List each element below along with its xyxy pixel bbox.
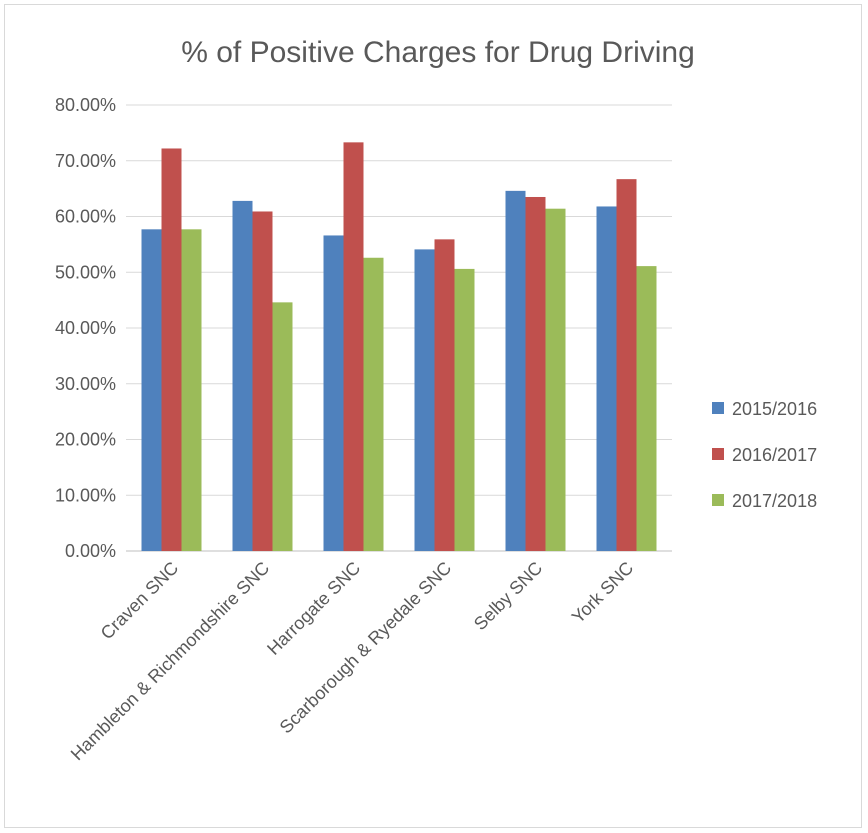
chart-title: % of Positive Charges for Drug Driving	[181, 36, 695, 69]
bar-2017-2018-0	[181, 229, 202, 551]
bar-2015-2016-4	[505, 190, 526, 552]
y-tick-label: 20.00%	[55, 430, 116, 450]
bar-2016-2017-3	[434, 239, 455, 552]
y-tick-label: 80.00%	[55, 95, 116, 115]
x-tick-label: Selby SNC	[470, 558, 546, 634]
bar-2015-2016-3	[414, 249, 435, 551]
y-tick-label: 70.00%	[55, 151, 116, 171]
bar-2016-2017-4	[525, 196, 546, 552]
bar-2016-2017-0	[161, 148, 182, 552]
gridlines	[126, 104, 672, 552]
bar-2016-2017-2	[343, 142, 364, 552]
x-tick-label: York SNC	[568, 558, 638, 628]
legend-label: 2017/2018	[732, 491, 817, 511]
bar-2017-2018-1	[272, 302, 293, 551]
legend-swatch	[712, 448, 724, 460]
y-tick-label: 10.00%	[55, 485, 116, 505]
y-axis: 0.00% 10.00% 20.00% 30.00% 40.00% 50.00% 60.00…	[55, 95, 116, 561]
legend: 2015/2016 2016/2017 2017/2018	[712, 399, 817, 511]
legend-swatch	[712, 494, 724, 506]
legend-swatch	[712, 402, 724, 414]
bar-2015-2016-5	[596, 206, 617, 551]
bar-2017-2018-3	[454, 268, 475, 551]
bar-2016-2017-5	[616, 179, 637, 551]
bar-2016-2017-1	[252, 211, 273, 552]
bar-2015-2016-0	[141, 229, 162, 551]
legend-label: 2016/2017	[732, 445, 817, 465]
bars	[141, 142, 657, 552]
bar-2017-2018-2	[363, 257, 384, 551]
x-tick-label: Hambleton & Richmondshire SNC	[67, 558, 274, 765]
y-tick-label: 60.00%	[55, 207, 116, 227]
bar-2015-2016-2	[323, 235, 344, 551]
bar-2017-2018-5	[636, 266, 657, 551]
x-tick-label: Craven SNC	[97, 558, 183, 644]
y-tick-label: 50.00%	[55, 262, 116, 282]
bar-2017-2018-4	[545, 208, 566, 551]
y-tick-label: 0.00%	[65, 541, 116, 561]
y-tick-label: 30.00%	[55, 374, 116, 394]
x-tick-label: Scarborough & Ryedale SNC	[276, 558, 456, 738]
y-tick-label: 40.00%	[55, 318, 116, 338]
legend-label: 2015/2016	[732, 399, 817, 419]
bar-2015-2016-1	[232, 200, 253, 551]
x-tick-label: Harrogate SNC	[263, 558, 364, 659]
